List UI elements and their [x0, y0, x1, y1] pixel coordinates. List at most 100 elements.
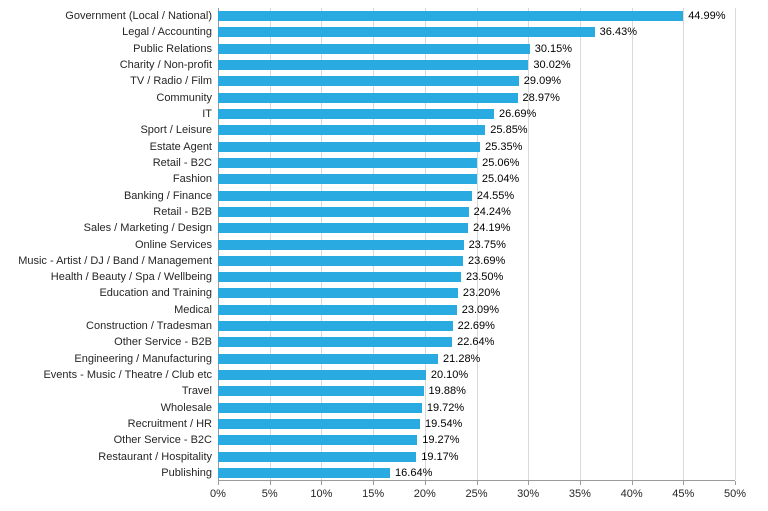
x-tick-label: 0%: [210, 488, 226, 500]
bar: [218, 206, 469, 217]
bar-track: 24.19%: [218, 220, 735, 236]
bar: [218, 157, 478, 168]
x-tick-label: 20%: [413, 488, 436, 500]
category-label: Government (Local / National): [65, 10, 212, 23]
category-label: Publishing: [161, 466, 212, 479]
category-label: Charity / Non-profit: [119, 59, 212, 72]
value-label: 25.04%: [481, 173, 520, 186]
value-label: 25.35%: [485, 140, 523, 153]
bar-track: 22.69%: [218, 318, 735, 334]
bar: [218, 27, 595, 38]
category-label: Sport / Leisure: [140, 124, 212, 137]
x-tick-mark: [269, 481, 271, 485]
bar-track: 26.69%: [218, 106, 735, 122]
bar-track: 25.35%: [218, 139, 735, 155]
bar-row: Construction / Tradesman 22.69%: [0, 318, 735, 334]
bar-track: 23.69%: [218, 253, 735, 269]
bar-track: 19.72%: [218, 400, 735, 416]
bar-row: Online Services 23.75%: [0, 236, 735, 252]
value-label: 19.88%: [428, 385, 466, 398]
x-tick-mark: [683, 481, 685, 485]
bar: [218, 435, 418, 446]
category-label: Banking / Finance: [123, 189, 212, 202]
bar: [218, 321, 453, 332]
category-label: Travel: [181, 385, 212, 398]
bar-track: 19.54%: [218, 416, 735, 432]
value-label: 19.54%: [425, 417, 463, 430]
bar-row: Health / Beauty / Spa / Wellbeing 23.50%: [0, 269, 735, 285]
value-label: 19.27%: [422, 434, 460, 447]
x-tick-mark: [631, 481, 633, 485]
category-label: Estate Agent: [149, 140, 212, 153]
x-tick-mark: [476, 481, 478, 485]
bar: [218, 92, 518, 103]
x-tick-label: 45%: [672, 488, 695, 500]
category-label: Medical: [174, 303, 212, 316]
x-tick-mark: [218, 481, 219, 485]
bar: [218, 353, 439, 364]
bar-row: Other Service - B2C 19.27%: [0, 432, 735, 448]
x-tick-label: 50%: [723, 488, 747, 500]
gridline: [683, 8, 685, 480]
bar-row: Charity / Non-profit 30.02%: [0, 57, 735, 73]
category-label: Education and Training: [99, 287, 212, 300]
gridline: [476, 8, 478, 480]
value-label: 23.75%: [468, 238, 506, 251]
gridline: [631, 8, 633, 480]
value-label: 25.06%: [482, 156, 520, 169]
bar-row: Restaurant / Hospitality 19.17%: [0, 448, 735, 464]
category-label: Retail - B2B: [153, 205, 212, 218]
bar-row: Medical 23.09%: [0, 302, 735, 318]
bar-track: 22.64%: [218, 334, 735, 350]
category-label: Retail - B2C: [152, 156, 212, 169]
bar-track: 23.50%: [218, 269, 735, 285]
bar-track: 16.64%: [218, 465, 735, 481]
bar: [218, 174, 477, 185]
category-label: Sales / Marketing / Design: [83, 222, 212, 235]
value-label: 19.72%: [426, 401, 465, 414]
bar: [218, 223, 469, 234]
bar-row: Government (Local / National) 44.99%: [0, 8, 735, 24]
bar-rows: Government (Local / National) 44.99% Legal…: [0, 8, 735, 481]
x-tick-label: 35%: [568, 488, 591, 500]
bar: [218, 467, 391, 478]
category-label: Other Service - B2C: [113, 434, 212, 447]
x-tick-label: 25%: [465, 488, 488, 500]
bar-row: Other Service - B2B 22.64%: [0, 334, 735, 350]
value-label: 16.64%: [395, 466, 433, 479]
category-label: Engineering / Manufacturing: [74, 352, 212, 365]
value-label: 22.64%: [457, 336, 495, 349]
bar: [218, 76, 519, 87]
value-label: 25.85%: [490, 124, 528, 137]
value-label: 22.69%: [457, 320, 495, 333]
bar: [218, 418, 421, 429]
bar: [218, 451, 417, 462]
bar-row: Events - Music / Theatre / Club etc 20.10…: [0, 367, 735, 383]
category-label: Events - Music / Theatre / Club etc: [43, 369, 212, 382]
value-label: 29.09%: [523, 75, 562, 88]
bar-track: 23.20%: [218, 285, 735, 301]
gridline: [528, 8, 530, 480]
bar-track: 19.27%: [218, 432, 735, 448]
x-tick-label: 10%: [310, 488, 333, 500]
value-label: 44.99%: [688, 10, 726, 23]
bar: [218, 109, 494, 120]
value-label: 30.15%: [534, 42, 573, 55]
bar-row: Fashion 25.04%: [0, 171, 735, 187]
category-label: Recruitment / HR: [127, 417, 212, 430]
bar-row: Retail - B2B 24.24%: [0, 204, 735, 220]
x-tick-mark: [321, 481, 323, 485]
bar-row: Travel 19.88%: [0, 383, 735, 399]
value-label: 23.20%: [462, 287, 501, 300]
bar-row: Music - Artist / DJ / Band / Management 2…: [0, 253, 735, 269]
x-axis: 0% 5% 10% 15% 20% 25% 30% 35% 40% 45% 50%: [210, 481, 746, 511]
bar-track: 25.85%: [218, 122, 735, 138]
bar-track: 23.75%: [218, 236, 735, 252]
bar: [218, 304, 457, 315]
value-label: 23.09%: [461, 303, 500, 316]
bar: [218, 239, 464, 250]
value-label: 30.02%: [533, 59, 571, 72]
value-label: 20.10%: [430, 369, 469, 382]
bar-track: 36.43%: [218, 24, 735, 40]
bar-row: Public Relations 30.15%: [0, 41, 735, 57]
